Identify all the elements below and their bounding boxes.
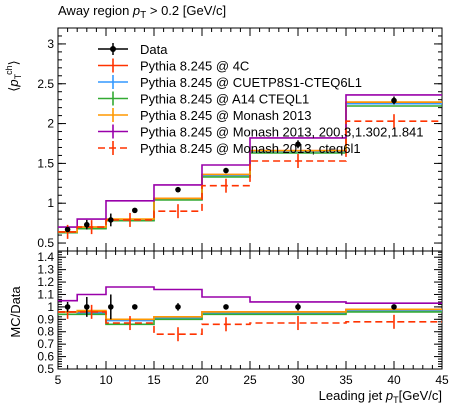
ratio-data-point	[175, 304, 181, 310]
x-tick-label: 15	[147, 373, 161, 387]
x-tick-label: 45	[435, 373, 449, 387]
main-y-tick-label: 2	[47, 117, 54, 131]
main-data-points	[64, 96, 397, 233]
main-data-point	[132, 207, 138, 214]
ratio-series-group	[58, 286, 442, 342]
legend-entry: Pythia 8.245 @ 4C	[98, 58, 249, 74]
ratio-y-tick-label: 1.4	[37, 250, 54, 264]
main-data-point	[223, 167, 229, 174]
legend-label: Pythia 8.245 @ CUETP8S1-CTEQ6L1	[140, 75, 362, 90]
chart-title: Away region pT > 0.2 [GeV/c]	[58, 3, 226, 21]
y-label-subscript: T	[13, 73, 23, 79]
main-data-point	[108, 217, 114, 223]
x-tick-label: 25	[243, 373, 257, 387]
y-label-variable: p	[6, 79, 21, 87]
x-tick-label: 10	[99, 373, 113, 387]
legend-entry: Pythia 8.245 @ A14 CTEQL1	[98, 91, 309, 107]
main-y-tick-label: 1	[47, 196, 54, 210]
x-tick-label: 20	[195, 373, 209, 387]
main-data-point	[175, 186, 181, 193]
legend-label: Pythia 8.245 @ 4C	[140, 59, 249, 74]
legend-label: Pythia 8.245 @ Monash 2013	[140, 108, 311, 123]
ratio-y-tick-label: 1.2	[37, 275, 54, 289]
ratio-y-tick-label: 0.6	[37, 350, 54, 364]
ratio-data-point	[295, 304, 301, 310]
y-label-close: ⟩	[6, 60, 21, 65]
ratio-ticks: 0.50.60.70.80.911.11.21.31.4 5 10 15 20 25 30 3…	[37, 250, 449, 387]
y-label-superscript: ch	[4, 65, 14, 75]
ratio-series-line-3	[58, 308, 442, 321]
main-series-line-2	[58, 105, 442, 234]
main-y-axis-label: ⟨pTch⟩	[4, 60, 23, 91]
x-tick-label: 40	[387, 373, 401, 387]
title-suffix: > 0.2 [GeV/c]	[146, 3, 226, 18]
main-ticks: 0.5 1 1.5 2 2.5 3	[37, 27, 443, 252]
legend-entry: Pythia 8.245 @ Monash 2013, cteq6l1	[98, 141, 361, 156]
main-y-tick-label: 1.5	[37, 156, 54, 170]
ratio-series-line-5	[58, 311, 442, 335]
ratio-series-line-4	[58, 286, 442, 304]
legend-entry: Data	[98, 42, 168, 57]
ratio-data-point	[64, 304, 71, 310]
ratio-y-tick-label: 1.1	[37, 287, 54, 301]
x-label-suffix: [GeV/c]	[399, 388, 442, 403]
main-y-tick-label: 0.5	[37, 236, 54, 250]
main-y-tick-label: 3	[47, 37, 54, 51]
title-variable: p	[132, 3, 140, 18]
title-prefix: Away region	[58, 3, 133, 18]
main-data-point	[84, 221, 90, 228]
title-variable-subscript: T	[140, 10, 146, 21]
ratio-data-points	[64, 294, 397, 320]
ratio-data-point	[132, 304, 138, 310]
ratio-y-tick-label: 0.8	[37, 325, 54, 339]
main-data-point	[295, 141, 301, 148]
ratio-y-tick-label: 0.9	[37, 312, 54, 326]
legend-entry: Pythia 8.245 @ CUETP8S1-CTEQ6L1	[98, 75, 362, 90]
legend-label: Pythia 8.245 @ Monash 2013, cteq6l1	[140, 141, 361, 156]
ratio-y-tick-label: 1.3	[37, 263, 54, 277]
x-tick-label: 35	[339, 373, 353, 387]
ratio-data-point	[391, 304, 397, 310]
ratio-y-axis-label: MC/Data	[8, 286, 23, 338]
ratio-data-point	[84, 304, 90, 310]
legend-label: Pythia 8.245 @ A14 CTEQL1	[140, 92, 309, 107]
main-series-group	[58, 94, 442, 239]
x-axis-label: Leading jet pT[GeV/c]	[319, 388, 442, 405]
x-label-variable: p	[385, 388, 393, 403]
legend-entry: Pythia 8.245 @ Monash 2013, 200,3,1.302,…	[98, 124, 424, 140]
legend-entry: Pythia 8.245 @ Monash 2013	[98, 108, 311, 123]
x-label-subscript: T	[393, 395, 399, 405]
main-data-point	[64, 226, 71, 233]
ratio-data-point	[223, 304, 229, 310]
ratio-y-tick-label: 0.5	[37, 362, 54, 376]
main-data-point	[391, 97, 397, 104]
legend-label: Data	[140, 42, 168, 57]
ratio-series-line-2	[58, 311, 442, 326]
legend-label: Pythia 8.245 @ Monash 2013, 200,3,1.302,…	[140, 125, 424, 140]
main-series-line-5	[58, 120, 442, 233]
ratio-y-tick-label: 0.7	[37, 337, 54, 351]
x-tick-label: 30	[291, 373, 305, 387]
x-label-prefix: Leading jet	[319, 388, 386, 403]
ratio-panel: 0.50.60.70.80.911.11.21.31.4 5 10 15 20 25 30 3…	[8, 250, 449, 387]
x-tick-label: 5	[55, 373, 62, 387]
main-y-tick-label: 2.5	[37, 77, 54, 91]
ratio-data-point	[108, 304, 114, 310]
y-label-open: ⟨	[6, 87, 21, 92]
ratio-y-tick-label: 1	[47, 300, 54, 314]
legend-data-marker	[110, 46, 116, 52]
main-series-line-4	[58, 94, 442, 228]
